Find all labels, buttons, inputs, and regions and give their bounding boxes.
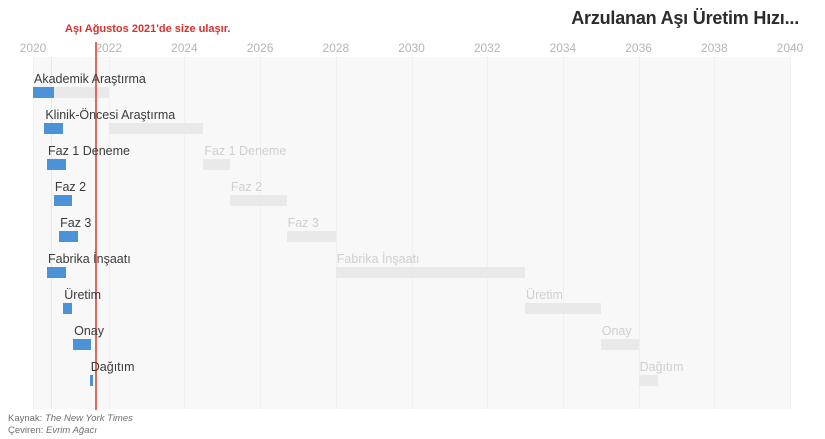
axis-tick-label: 2024: [171, 41, 198, 55]
axis-tick-label: 2020: [19, 41, 47, 55]
gridline: [638, 57, 640, 409]
fast-timeline-bar: [47, 267, 66, 278]
axis-tick-label: 2022: [95, 41, 123, 55]
gridline: [108, 57, 110, 409]
row-label: Klinik-Öncesi Araştırma: [45, 108, 176, 122]
typical-timeline-bar: [286, 231, 336, 242]
fast-timeline-bar: [73, 339, 91, 350]
fast-timeline-bar: [59, 231, 79, 242]
typical-row-label: Faz 3: [287, 216, 319, 230]
axis-tick-label: 2036: [625, 41, 652, 55]
minor-gridline: [51, 57, 52, 409]
row-label: Dağıtım: [90, 360, 135, 374]
gridline: [335, 57, 337, 409]
chart-title: Arzulanan Aşı Üretim Hızı...: [571, 8, 799, 28]
fast-timeline-bar: [89, 375, 93, 386]
typical-timeline-bar: [203, 159, 230, 170]
row-label: Faz 3: [60, 216, 92, 230]
gridline: [260, 57, 262, 409]
fast-timeline-bar: [63, 303, 72, 314]
typical-timeline-bar: [638, 375, 658, 386]
gridline: [184, 57, 186, 409]
translator-prefix: Çeviren:: [8, 425, 47, 436]
axis-tick-label: 2028: [322, 41, 350, 55]
fast-timeline-bar: [47, 159, 66, 170]
row-label: Faz 2: [54, 180, 87, 194]
row-label: Faz 1 Deneme: [48, 144, 130, 158]
typical-timeline-bar: [525, 303, 601, 314]
vaccine-arrival-marker-line: [95, 42, 98, 410]
typical-timeline-bar: [53, 87, 109, 98]
typical-timeline-bar: [108, 123, 204, 134]
row-label: Üretim: [64, 288, 102, 302]
fast-timeline-bar: [33, 87, 54, 98]
typical-timeline-bar: [600, 339, 639, 350]
footer-credits: Kaynak: The New York Times Çeviren: Evri…: [8, 413, 133, 437]
source-prefix: Kaynak:: [8, 413, 45, 424]
fast-timeline-bar: [53, 195, 72, 206]
axis-tick-label: 2040: [776, 41, 804, 55]
row-label: Akademik Araştırma: [34, 72, 146, 86]
typical-timeline-bar: [229, 195, 287, 206]
gridline: [714, 57, 716, 409]
gridline: [562, 57, 564, 409]
source-name: The New York Times: [44, 413, 133, 424]
gridline: [411, 57, 413, 409]
typical-row-label: Faz 1 Deneme: [204, 144, 287, 158]
gridline: [790, 57, 791, 409]
row-label: Fabrika İnşaatı: [48, 252, 131, 266]
gridline: [487, 57, 489, 409]
annotation-label: Aşı Ağustos 2021'de size ulaşır.: [65, 23, 231, 35]
axis-tick-label: 2032: [473, 41, 501, 55]
typical-row-label: Fabrika İnşaatı: [336, 252, 420, 266]
typical-row-label: Faz 2: [230, 180, 263, 194]
row-label: Onay: [74, 324, 104, 338]
gridline: [33, 57, 34, 409]
axis-tick-label: 2038: [700, 41, 728, 55]
typical-timeline-bar: [335, 267, 526, 278]
source-credit: Kaynak: The New York Times: [8, 413, 133, 425]
typical-row-label: Üretim: [526, 288, 563, 302]
axis-tick-label: 2034: [549, 41, 577, 55]
typical-row-label: Dağıtım: [639, 360, 684, 374]
translator-credit: Çeviren: Evrim Ağacı: [8, 425, 133, 437]
typical-row-label: Onay: [601, 324, 632, 338]
translator-name: Evrim Ağacı: [46, 425, 97, 436]
axis-tick-label: 2030: [398, 41, 425, 55]
fast-timeline-bar: [44, 123, 64, 134]
axis-tick-label: 2026: [246, 41, 274, 55]
